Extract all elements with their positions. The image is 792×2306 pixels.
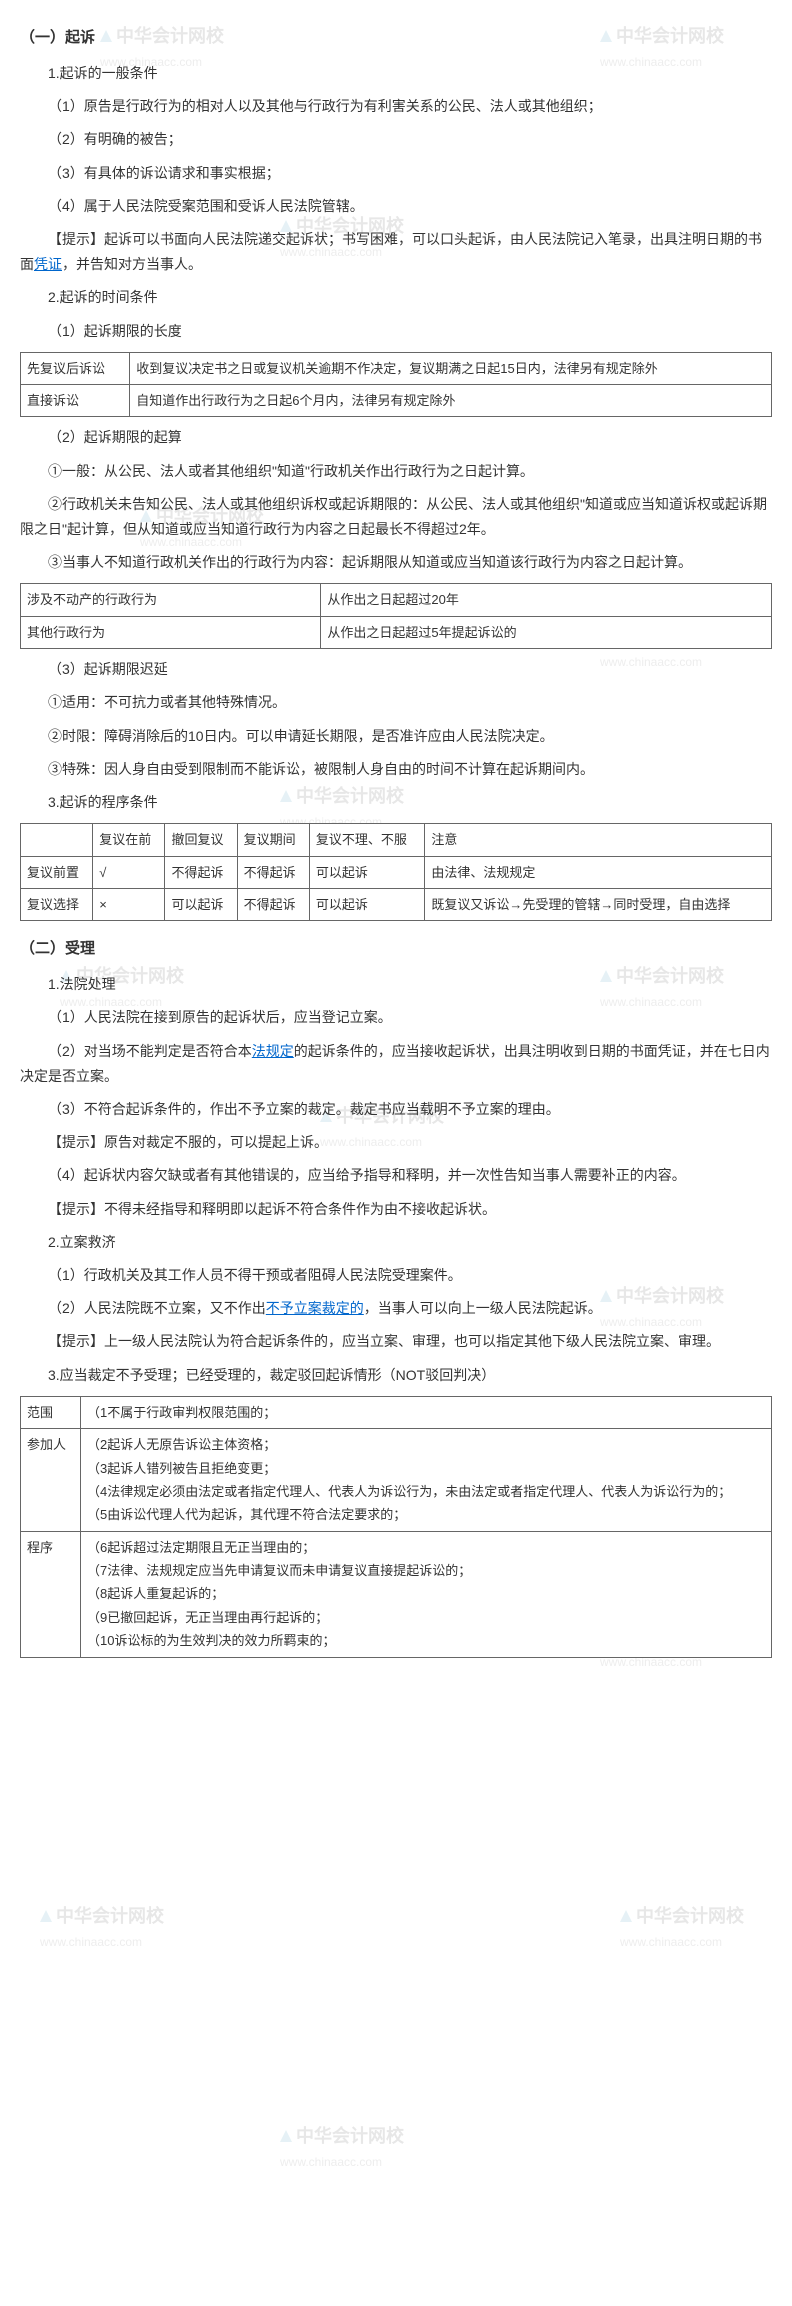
cell: 既复议又诉讼→先受理的管辖→同时受理，自由选择 bbox=[425, 888, 772, 920]
cell: 可以起诉 bbox=[165, 888, 237, 920]
section1-heading: （一）起诉 bbox=[20, 24, 772, 51]
table-row: 程序 （6起诉超过法定期限且无正当理由的； （7法律、法规规定应当先申请复议而未… bbox=[21, 1531, 772, 1657]
table-row: 参加人 （2起诉人无原告诉讼主体资格； （3起诉人错列被告且拒绝变更； （4法律… bbox=[21, 1429, 772, 1532]
cell: 从作出之日起超过20年 bbox=[321, 584, 772, 616]
cell-label: 范围 bbox=[21, 1396, 81, 1428]
link-evidence[interactable]: 凭证 bbox=[34, 256, 62, 272]
s2-sub1-tip2: 【提示】不得未经指导和释明即以起诉不符合条件作为由不接收起诉状。 bbox=[20, 1197, 772, 1222]
sub2-2-item: ②行政机关未告知公民、法人或其他组织诉权或起诉期限的：从公民、法人或其他组织"知… bbox=[20, 492, 772, 542]
cell: 涉及不动产的行政行为 bbox=[21, 584, 321, 616]
watermark: 中华会计网校www.chinaacc.com bbox=[280, 2120, 404, 2174]
cell: 由法律、法规规定 bbox=[425, 856, 772, 888]
item: （3起诉人错列被告且拒绝变更； bbox=[87, 1457, 765, 1480]
item: （9已撤回起诉，无正当理由再行起诉的； bbox=[87, 1606, 765, 1629]
sub2-3-item: ③特殊：因人身自由受到限制而不能诉讼，被限制人身自由的时间不计算在起诉期间内。 bbox=[20, 757, 772, 782]
section2-heading: （二）受理 bbox=[20, 935, 772, 962]
sub1-item: （3）有具体的诉讼请求和事实根据； bbox=[20, 161, 772, 186]
sub1-item: （2）有明确的被告； bbox=[20, 127, 772, 152]
table-reject: 范围 （1不属于行政审判权限范围的； 参加人 （2起诉人无原告诉讼主体资格； （… bbox=[20, 1396, 772, 1658]
header-cell: 撤回复议 bbox=[165, 824, 237, 856]
s2-sub2-tip: 【提示】上一级人民法院认为符合起诉条件的，应当立案、审理，也可以指定其他下级人民… bbox=[20, 1329, 772, 1354]
cell: 从作出之日起超过5年提起诉讼的 bbox=[321, 616, 772, 648]
sub1-item: （4）属于人民法院受案范围和受诉人民法院管辖。 bbox=[20, 194, 772, 219]
table-real-estate: 涉及不动产的行政行为 从作出之日起超过20年 其他行政行为 从作出之日起超过5年… bbox=[20, 583, 772, 649]
cell-items: （1不属于行政审判权限范围的； bbox=[81, 1396, 772, 1428]
sub3-title: 3.起诉的程序条件 bbox=[20, 790, 772, 815]
sub2-3-item: ②时限：障碍消除后的10日内。可以申请延长期限，是否准许应由人民法院决定。 bbox=[20, 724, 772, 749]
table-row: 范围 （1不属于行政审判权限范围的； bbox=[21, 1396, 772, 1428]
cell: 不得起诉 bbox=[237, 856, 309, 888]
s2-sub2-title: 2.立案救济 bbox=[20, 1230, 772, 1255]
item: （8起诉人重复起诉的； bbox=[87, 1582, 765, 1605]
link-ruling[interactable]: 不予立案裁定的 bbox=[266, 1300, 364, 1316]
table-row: 复议前置 √ 不得起诉 不得起诉 可以起诉 由法律、法规规定 bbox=[21, 856, 772, 888]
table-row: 涉及不动产的行政行为 从作出之日起超过20年 bbox=[21, 584, 772, 616]
s2-sub1-item2: （2）对当场不能判定是否符合本法规定的起诉条件的，应当接收起诉状，出具注明收到日… bbox=[20, 1039, 772, 1089]
header-cell: 注意 bbox=[425, 824, 772, 856]
text: （2）对当场不能判定是否符合本 bbox=[48, 1043, 252, 1059]
table-row: 复议在前 撤回复议 复议期间 复议不理、不服 注意 bbox=[21, 824, 772, 856]
cell: 可以起诉 bbox=[309, 888, 425, 920]
cell: 可以起诉 bbox=[309, 856, 425, 888]
cell: 不得起诉 bbox=[165, 856, 237, 888]
cell: 复议选择 bbox=[21, 888, 93, 920]
item: （2起诉人无原告诉讼主体资格； bbox=[87, 1433, 765, 1456]
s2-sub1-title: 1.法院处理 bbox=[20, 972, 772, 997]
item: （4法律规定必须由法定或者指定代理人、代表人为诉讼行为，未由法定或者指定代理人、… bbox=[87, 1480, 765, 1503]
sub2-1: （1）起诉期限的长度 bbox=[20, 319, 772, 344]
sub2-title: 2.起诉的时间条件 bbox=[20, 285, 772, 310]
cell-label: 程序 bbox=[21, 1531, 81, 1657]
cell-items: （2起诉人无原告诉讼主体资格； （3起诉人错列被告且拒绝变更； （4法律规定必须… bbox=[81, 1429, 772, 1532]
cell: 自知道作出行政行为之日起6个月内，法律另有规定除外 bbox=[130, 385, 772, 417]
cell-label: 参加人 bbox=[21, 1429, 81, 1532]
cell: × bbox=[93, 888, 165, 920]
header-cell: 复议期间 bbox=[237, 824, 309, 856]
item: （1不属于行政审判权限范围的； bbox=[87, 1401, 765, 1424]
sub2-3-item: ①适用：不可抗力或者其他特殊情况。 bbox=[20, 690, 772, 715]
table-row: 直接诉讼 自知道作出行政行为之日起6个月内，法律另有规定除外 bbox=[21, 385, 772, 417]
s2-sub3-title: 3.应当裁定不予受理；已经受理的，裁定驳回起诉情形（NOT驳回判决） bbox=[20, 1363, 772, 1388]
table-row: 其他行政行为 从作出之日起超过5年提起诉讼的 bbox=[21, 616, 772, 648]
cell: 不得起诉 bbox=[237, 888, 309, 920]
sub2-3: （3）起诉期限迟延 bbox=[20, 657, 772, 682]
item: （6起诉超过法定期限且无正当理由的； bbox=[87, 1536, 765, 1559]
cell: 其他行政行为 bbox=[21, 616, 321, 648]
table-procedure: 复议在前 撤回复议 复议期间 复议不理、不服 注意 复议前置 √ 不得起诉 不得… bbox=[20, 823, 772, 921]
item: （7法律、法规规定应当先申请复议而未申请复议直接提起诉讼的； bbox=[87, 1559, 765, 1582]
watermark: 中华会计网校www.chinaacc.com bbox=[40, 1900, 164, 1954]
cell: 直接诉讼 bbox=[21, 385, 130, 417]
item: （5由诉讼代理人代为起诉，其代理不符合法定要求的； bbox=[87, 1503, 765, 1526]
cell: √ bbox=[93, 856, 165, 888]
sub1-tip: 【提示】起诉可以书面向人民法院递交起诉状；书写困难，可以口头起诉，由人民法院记入… bbox=[20, 227, 772, 277]
tip-text: ，并告知对方当事人。 bbox=[62, 256, 202, 272]
table-time-limit: 先复议后诉讼 收到复议决定书之日或复议机关逾期不作决定，复议期满之日起15日内，… bbox=[20, 352, 772, 418]
table-row: 复议选择 × 可以起诉 不得起诉 可以起诉 既复议又诉讼→先受理的管辖→同时受理… bbox=[21, 888, 772, 920]
sub1-title: 1.起诉的一般条件 bbox=[20, 61, 772, 86]
watermark: 中华会计网校www.chinaacc.com bbox=[620, 1900, 744, 1954]
header-cell: 复议在前 bbox=[93, 824, 165, 856]
s2-sub1-tip1: 【提示】原告对裁定不服的，可以提起上诉。 bbox=[20, 1130, 772, 1155]
cell-items: （6起诉超过法定期限且无正当理由的； （7法律、法规规定应当先申请复议而未申请复… bbox=[81, 1531, 772, 1657]
table-row: 先复议后诉讼 收到复议决定书之日或复议机关逾期不作决定，复议期满之日起15日内，… bbox=[21, 352, 772, 384]
sub1-item: （1）原告是行政行为的相对人以及其他与行政行为有利害关系的公民、法人或其他组织； bbox=[20, 94, 772, 119]
header-cell: 复议不理、不服 bbox=[309, 824, 425, 856]
text: ，当事人可以向上一级人民法院起诉。 bbox=[364, 1300, 602, 1316]
sub2-2: （2）起诉期限的起算 bbox=[20, 425, 772, 450]
s2-sub2-item2: （2）人民法院既不立案，又不作出不予立案裁定的，当事人可以向上一级人民法院起诉。 bbox=[20, 1296, 772, 1321]
cell: 先复议后诉讼 bbox=[21, 352, 130, 384]
sub2-2-item: ①一般：从公民、法人或者其他组织"知道"行政机关作出行政行为之日起计算。 bbox=[20, 459, 772, 484]
cell: 收到复议决定书之日或复议机关逾期不作决定，复议期满之日起15日内，法律另有规定除… bbox=[130, 352, 772, 384]
s2-sub1-item4: （4）起诉状内容欠缺或者有其他错误的，应当给予指导和释明，并一次性告知当事人需要… bbox=[20, 1163, 772, 1188]
cell: 复议前置 bbox=[21, 856, 93, 888]
link-law[interactable]: 法规定 bbox=[252, 1043, 294, 1059]
header-cell bbox=[21, 824, 93, 856]
document-content: （一）起诉 1.起诉的一般条件 （1）原告是行政行为的相对人以及其他与行政行为有… bbox=[20, 24, 772, 1658]
s2-sub1-item3: （3）不符合起诉条件的，作出不予立案的裁定。裁定书应当载明不予立案的理由。 bbox=[20, 1097, 772, 1122]
text: （2）人民法院既不立案，又不作出 bbox=[48, 1300, 266, 1316]
s2-sub2-item: （1）行政机关及其工作人员不得干预或者阻碍人民法院受理案件。 bbox=[20, 1263, 772, 1288]
sub2-2-item: ③当事人不知道行政机关作出的行政行为内容：起诉期限从知道或应当知道该行政行为内容… bbox=[20, 550, 772, 575]
item: （10诉讼标的为生效判决的效力所羁束的； bbox=[87, 1629, 765, 1652]
s2-sub1-item: （1）人民法院在接到原告的起诉状后，应当登记立案。 bbox=[20, 1005, 772, 1030]
